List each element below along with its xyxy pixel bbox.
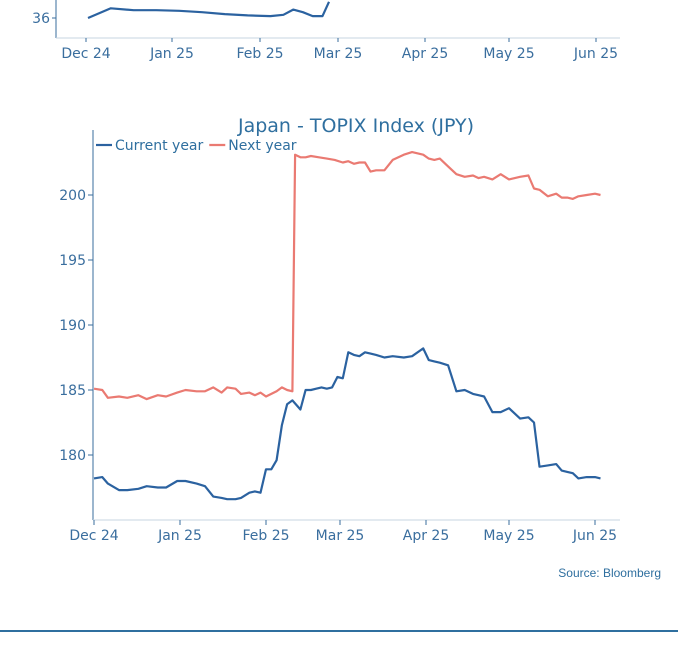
- series-line-current-year: [93, 347, 601, 501]
- c2-y-tick-label: 180: [59, 448, 86, 464]
- c2-y-tick-label: 195: [59, 253, 86, 269]
- c1-y-tick-label: 36: [32, 11, 50, 27]
- c1-x-tick-label: Apr 25: [402, 46, 448, 62]
- c1-x-tick-label: Jan 25: [149, 46, 194, 62]
- series-line-next-year: [93, 151, 601, 401]
- c1-x-tick-label: Dec 24: [61, 46, 110, 62]
- chart-title: Japan - TOPIX Index (JPY): [237, 115, 474, 137]
- c2-x-tick-label: Apr 25: [403, 528, 449, 544]
- c1-x-tick-label: May 25: [483, 46, 534, 62]
- c1-x-tick-label: Feb 25: [236, 46, 283, 62]
- c1-x-tick-label: Mar 25: [314, 46, 363, 62]
- c1-series-line: [87, 1, 331, 20]
- c2-x-tick-label: Feb 25: [242, 528, 289, 544]
- c2-x-tick-label: May 25: [483, 528, 534, 544]
- c2-y-tick-label: 190: [59, 318, 86, 334]
- c2-x-tick-label: Mar 25: [316, 528, 365, 544]
- c1-x-tick-label: Jun 25: [573, 46, 618, 62]
- c2-x-tick-label: Jan 25: [157, 528, 202, 544]
- footer-divider: [0, 630, 678, 632]
- legend-label: Current year: [115, 138, 204, 154]
- c2-y-tick-label: 185: [59, 383, 86, 399]
- c2-x-tick-label: Jun 25: [572, 528, 617, 544]
- chart-source: Source: Bloomberg: [558, 566, 661, 580]
- c2-y-tick-label: 200: [59, 188, 86, 204]
- c2-x-tick-label: Dec 24: [69, 528, 118, 544]
- legend-label: Next year: [228, 138, 297, 154]
